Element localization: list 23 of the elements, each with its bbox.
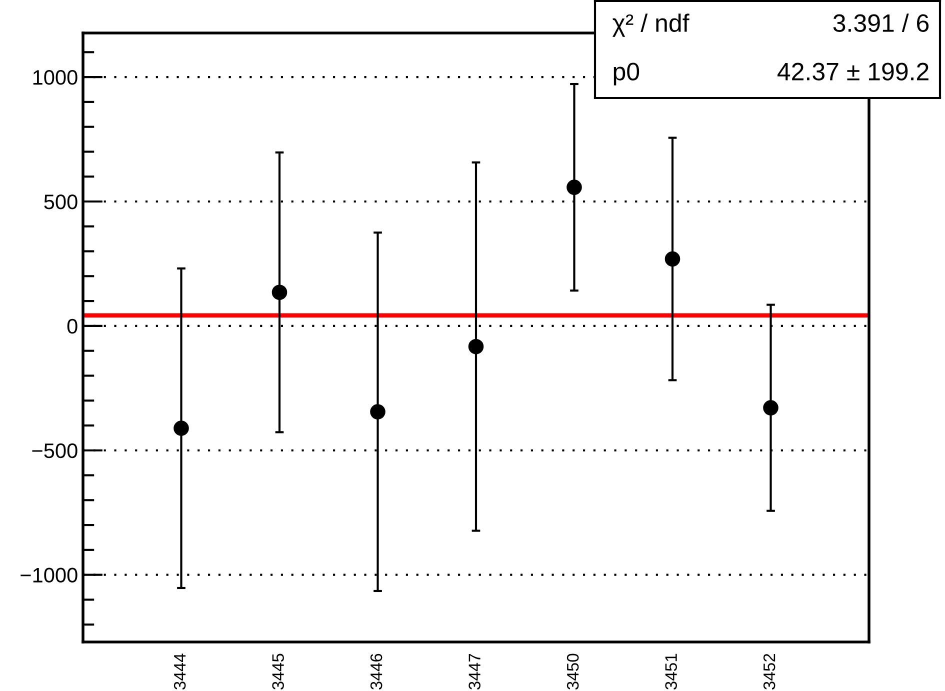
x-tick-label: 3445 (272, 654, 284, 690)
point (566, 180, 582, 195)
point (763, 400, 778, 416)
text: 3.391 / 6 (833, 14, 929, 32)
annotation: χ² / ndf (612, 14, 690, 37)
point (174, 420, 189, 436)
annotation: p0 (614, 62, 640, 86)
y-tick-label: −500 (32, 443, 78, 458)
x-tick-label: 3447 (468, 654, 480, 690)
annotation: 42.37 ± 199.2 (778, 62, 928, 80)
y-tick-label: −1000 (20, 568, 78, 583)
x-tick-label: 3450 (566, 654, 579, 690)
y-tick-label: 0 (67, 318, 78, 334)
x-tick-label: 3452 (763, 654, 776, 690)
y-tick-label: 1000 (33, 70, 78, 85)
point (272, 284, 288, 300)
point (664, 251, 680, 267)
y-tick-label: 500 (44, 194, 78, 210)
point (370, 404, 386, 420)
x-tick-label: 3451 (665, 654, 677, 690)
x-tick-label: 3446 (370, 654, 382, 690)
x-tick-label: 3444 (174, 654, 186, 690)
point (468, 338, 484, 354)
